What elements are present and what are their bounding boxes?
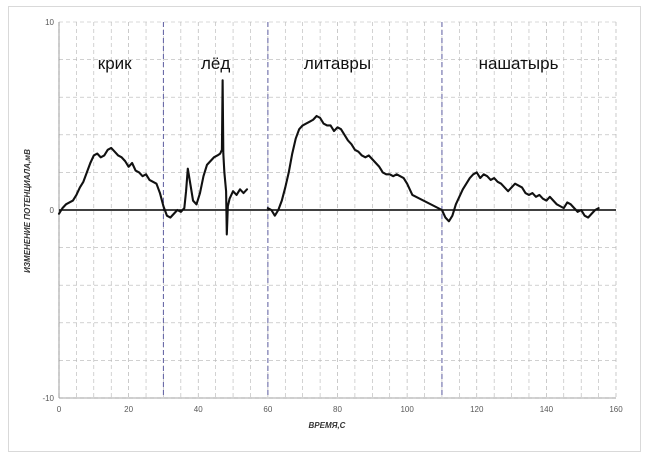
x-tick-label: 0 [57, 405, 62, 414]
annotation-label: нашатырь [479, 54, 559, 73]
x-tick-label: 20 [124, 405, 133, 414]
y-axis-title: ИЗМЕНЕНИЕ ПОТЕНЦИАЛА,мВ [23, 149, 32, 273]
x-tick-label: 60 [263, 405, 272, 414]
x-tick-label: 80 [333, 405, 342, 414]
y-tick-label: 0 [50, 206, 55, 215]
x-tick-label: 160 [609, 405, 623, 414]
series-lines [57, 79, 600, 236]
x-tick-label: 40 [194, 405, 203, 414]
x-tick-label: 120 [470, 405, 484, 414]
series-line [57, 79, 249, 236]
x-tick-label: 100 [400, 405, 414, 414]
grid [58, 21, 617, 399]
x-axis-title: ВРЕМЯ,С [309, 421, 346, 430]
x-tick-label: 140 [540, 405, 554, 414]
annotation-label: литавры [304, 54, 371, 73]
series-line [266, 114, 600, 223]
y-tick-label: -10 [42, 394, 54, 403]
annotations: крик лёд литавры нашатырь [98, 54, 559, 73]
chart-frame [8, 6, 641, 452]
annotation-label: лёд [201, 54, 230, 73]
y-tick-label: 10 [45, 18, 54, 27]
annotation-label: крик [98, 54, 132, 73]
